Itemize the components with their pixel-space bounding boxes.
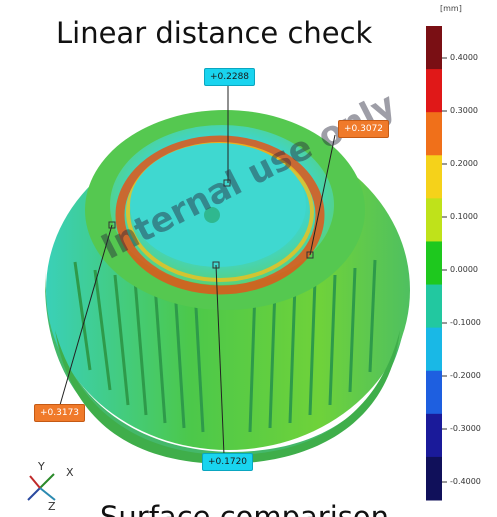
legend-color-segment xyxy=(426,69,442,113)
callout-right[interactable]: +0.3072 xyxy=(338,120,390,138)
axis-label-z: Z xyxy=(48,500,56,513)
page-title: Linear distance check xyxy=(56,16,373,50)
legend-color-segment xyxy=(426,327,442,372)
callout-left[interactable]: +0.3173 xyxy=(34,404,86,422)
legend-tick-label: -0.3000 xyxy=(450,424,481,433)
legend-tick-label: 0.2000 xyxy=(450,159,478,168)
legend-color-segment xyxy=(426,112,442,156)
legend-tick-label: 0.3000 xyxy=(450,106,478,115)
callout-bottom[interactable]: +0.1720 xyxy=(202,453,254,471)
axis-label-x: X xyxy=(66,466,74,479)
probe-points xyxy=(108,179,314,269)
bottom-caption: Surface comparison xyxy=(100,500,390,517)
legend-color-segment xyxy=(426,370,442,415)
legend-unit: [mm] xyxy=(440,4,462,13)
legend-color-segment xyxy=(426,26,442,70)
legend-color-segment xyxy=(426,413,442,458)
deviation-ring xyxy=(115,135,325,295)
legend-tick-label: 0.0000 xyxy=(450,265,478,274)
legend-tick-label: -0.1000 xyxy=(450,318,481,327)
legend-tick-label: 0.4000 xyxy=(450,53,478,62)
center-face xyxy=(130,143,306,267)
callout-top[interactable]: +0.2288 xyxy=(204,68,256,86)
ribs-group xyxy=(73,259,377,433)
legend-tick-label: -0.4000 xyxy=(450,477,481,486)
legend-tick-label: 0.1000 xyxy=(450,212,478,221)
legend-color-segment xyxy=(426,155,442,199)
legend-color-segment xyxy=(426,456,442,501)
color-scale-legend xyxy=(426,26,447,501)
axis-label-y: Y xyxy=(38,460,45,473)
leader-lines xyxy=(59,80,336,456)
legend-tick-label: -0.2000 xyxy=(450,371,481,380)
legend-color-segment xyxy=(426,198,442,242)
center-dot xyxy=(204,207,220,223)
legend-color-segment xyxy=(426,284,442,329)
axis-triad xyxy=(27,473,56,501)
legend-color-segment xyxy=(426,241,442,286)
